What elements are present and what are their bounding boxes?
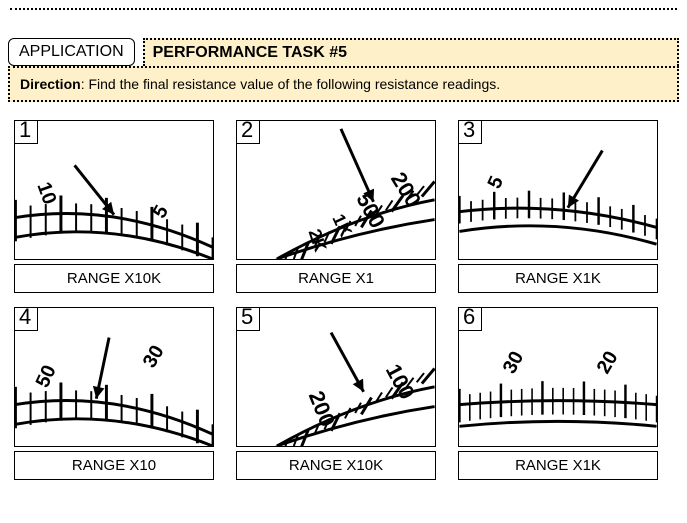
direction-box: Direction: Find the final resistance val… (8, 66, 679, 102)
figure-number: 2 (236, 120, 260, 144)
range-label: RANGE X1K (458, 264, 658, 293)
application-pill: APPLICATION (8, 38, 135, 66)
pointer-arrow (341, 129, 374, 202)
figure-number: 3 (458, 120, 482, 144)
direction-text: : Find the final resistance value of the… (81, 76, 500, 92)
meter-cell: 22K1K500200 RANGE X1 (236, 120, 436, 293)
meter-figure: 22K1K500200 (236, 120, 436, 260)
meter-cell: 6 30 20 RANGE X1K (458, 307, 658, 480)
header-row: APPLICATION PERFORMANCE TASK #5 (8, 38, 679, 66)
range-label: RANGE X10 (14, 451, 214, 480)
range-label: RANGE X1 (236, 264, 436, 293)
scale-label: 5 (483, 173, 508, 192)
meter-svg: 50 30 (15, 308, 213, 446)
meter-figure: 6 30 20 (458, 307, 658, 447)
figure-number: 6 (458, 307, 482, 331)
meter-figure: 4 50 30 (14, 307, 214, 447)
figure-number: 1 (14, 120, 38, 144)
meter-svg: 200100 (237, 308, 435, 446)
scale-label: 200 (386, 168, 426, 212)
scale-label: 10 (32, 179, 60, 207)
direction-prefix: Direction (20, 76, 81, 92)
meter-svg: 105 (15, 121, 213, 259)
figure-number: 4 (14, 307, 38, 331)
meter-cell: 35RANGE X1K (458, 120, 658, 293)
meter-figure: 1105 (14, 120, 214, 260)
meter-svg: 5 (459, 121, 657, 259)
scale-label: 20 (593, 348, 623, 378)
top-border (10, 8, 677, 14)
range-label: RANGE X10K (14, 264, 214, 293)
meter-svg: 2K1K500200 (237, 121, 435, 259)
meter-svg: 30 20 (459, 308, 657, 446)
task-label: PERFORMANCE TASK #5 (153, 44, 347, 61)
range-label: RANGE X10K (236, 451, 436, 480)
meter-cell: 1105 RANGE X10K (14, 120, 214, 293)
scale-label: 30 (499, 348, 529, 378)
task-box: PERFORMANCE TASK #5 (143, 38, 679, 66)
scale-label: 2K (305, 226, 331, 254)
scale-label: 30 (139, 342, 169, 372)
meter-cell: 4 50 30 RANGE X10 (14, 307, 214, 480)
meter-figure: 5200100 (236, 307, 436, 447)
meter-figure: 35 (458, 120, 658, 260)
figure-number: 5 (236, 307, 260, 331)
application-label: APPLICATION (19, 43, 124, 61)
range-label: RANGE X1K (458, 451, 658, 480)
meter-grid: 1105RANGE X10K22K1K500200RANGE X135RANGE… (14, 120, 679, 480)
meter-cell: 5200100 RANGE X10K (236, 307, 436, 480)
scale-label: 50 (32, 362, 61, 391)
